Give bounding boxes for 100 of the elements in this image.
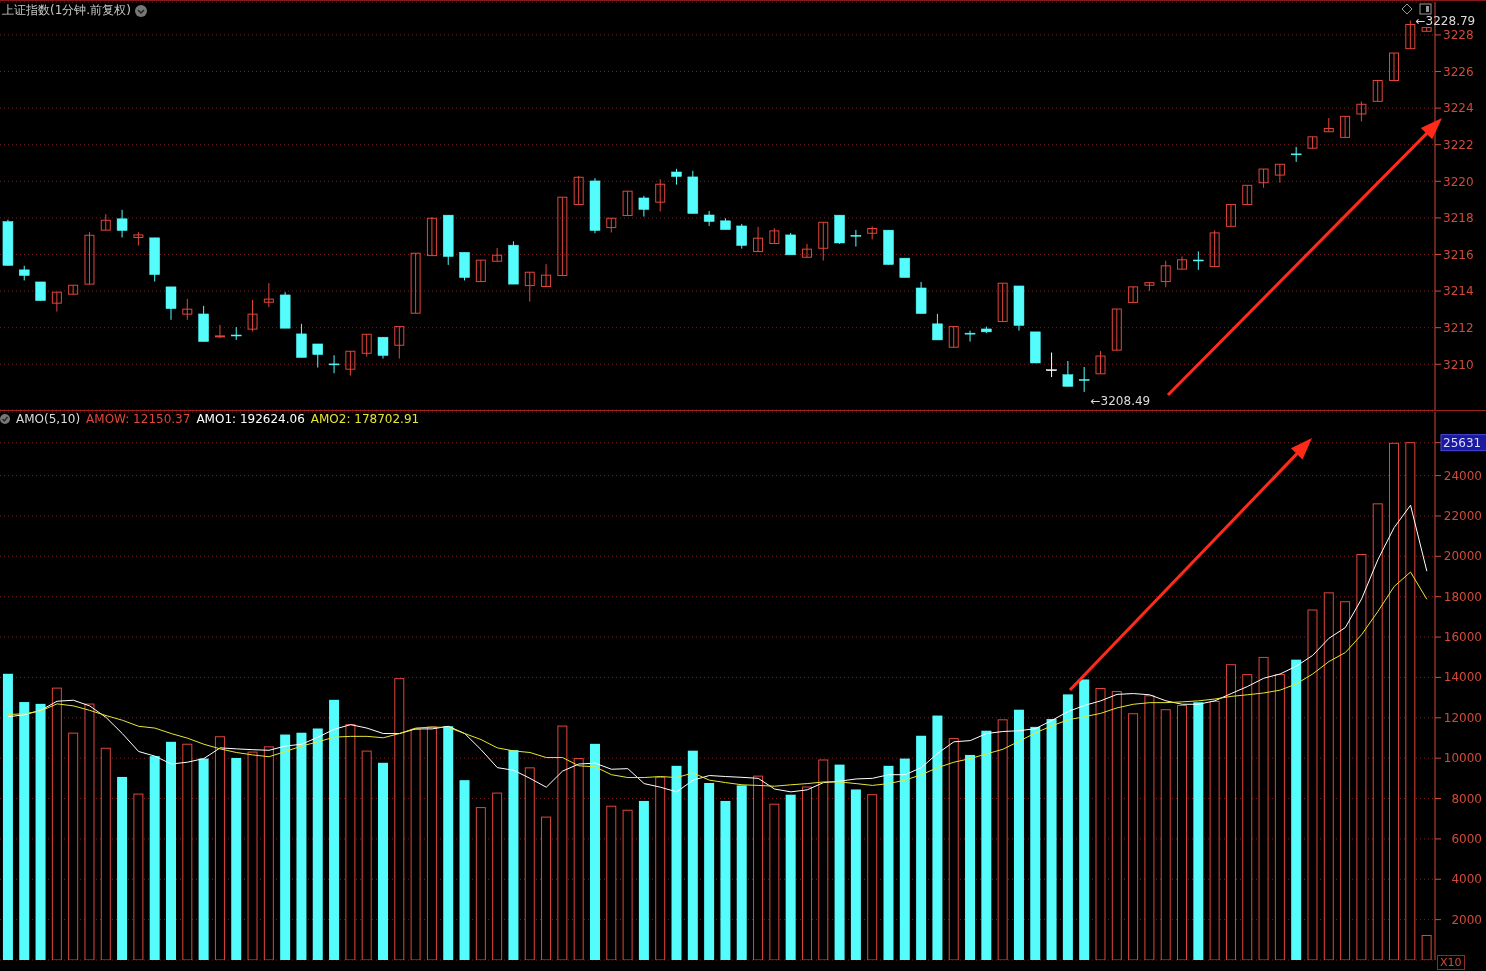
bar xyxy=(377,762,388,960)
bar xyxy=(622,809,633,960)
candlestick xyxy=(801,243,812,258)
candlestick xyxy=(736,223,747,250)
y-tick-label: 2000 xyxy=(1451,912,1482,927)
y-tick-label: 14000 xyxy=(1443,670,1482,685)
bar xyxy=(557,725,568,960)
bar xyxy=(1095,688,1106,960)
bar xyxy=(785,794,796,960)
bar xyxy=(1013,709,1024,960)
y-tick-label: 3212 xyxy=(1443,320,1474,335)
bar xyxy=(312,728,323,960)
text: AMOW: 12150.37 xyxy=(86,412,191,426)
candlestick xyxy=(964,330,976,343)
bar xyxy=(100,747,111,960)
bar xyxy=(818,759,829,960)
candlestick xyxy=(1062,360,1074,387)
bar xyxy=(345,724,356,960)
bar xyxy=(19,702,30,960)
bar xyxy=(1209,700,1220,960)
bar xyxy=(1144,695,1155,960)
candlestick xyxy=(1225,204,1236,227)
candlestick xyxy=(1340,115,1351,138)
y-tick-label: 16000 xyxy=(1443,630,1482,645)
bar xyxy=(867,794,878,960)
text: AMO2: 178702.91 xyxy=(310,412,420,426)
candlestick xyxy=(524,271,535,302)
candlestick xyxy=(753,226,764,253)
bar xyxy=(84,703,95,960)
candlestick xyxy=(1356,101,1367,122)
bar xyxy=(1111,691,1122,960)
bar xyxy=(997,719,1008,960)
bar xyxy=(769,803,780,960)
bar xyxy=(1421,934,1432,960)
candlestick xyxy=(410,252,421,314)
y-tick-label: 3220 xyxy=(1443,174,1474,189)
y-tick-label: 4000 xyxy=(1451,872,1482,887)
bar xyxy=(329,699,340,960)
candlestick xyxy=(899,257,911,279)
bar xyxy=(589,743,600,960)
candlestick xyxy=(214,324,225,339)
bar xyxy=(133,793,144,960)
candlestick xyxy=(1307,136,1318,149)
candlestick xyxy=(541,263,552,287)
candlestick xyxy=(1209,229,1220,268)
candlestick xyxy=(1274,163,1285,184)
candlestick xyxy=(1095,350,1106,375)
bar xyxy=(1193,702,1204,960)
bar xyxy=(231,757,242,960)
bar xyxy=(443,726,454,960)
bar xyxy=(981,730,992,960)
candlestick xyxy=(850,229,862,248)
candlestick xyxy=(312,343,324,369)
bar xyxy=(1242,674,1253,960)
bar xyxy=(1046,719,1057,960)
y-tick-label: 3218 xyxy=(1443,211,1474,226)
candlestick xyxy=(1405,19,1416,50)
bar xyxy=(280,734,291,960)
candlestick xyxy=(655,178,666,212)
bar xyxy=(1062,694,1073,960)
bar xyxy=(1372,503,1383,960)
candlestick xyxy=(1078,366,1090,393)
bar xyxy=(426,726,437,960)
y-tick-label: 20000 xyxy=(1443,549,1482,564)
bar xyxy=(541,816,552,960)
y-tick-label: 3226 xyxy=(1443,64,1474,79)
y-tick-label: 3222 xyxy=(1443,137,1474,152)
candlestick xyxy=(84,231,95,285)
line-series xyxy=(7,571,1428,787)
candlestick xyxy=(492,247,503,262)
bar xyxy=(1323,592,1334,960)
bar xyxy=(655,776,666,960)
y-tick-label: 8000 xyxy=(1451,791,1482,806)
bar xyxy=(753,775,764,960)
bar xyxy=(198,758,209,960)
bar xyxy=(51,687,62,960)
bar xyxy=(68,732,79,960)
bar xyxy=(459,780,470,960)
candlestick xyxy=(997,282,1008,322)
candlestick xyxy=(785,232,796,256)
candlestick xyxy=(394,326,405,360)
y-tick-label: 22000 xyxy=(1443,508,1482,523)
text: AMO1: 192624.06 xyxy=(196,412,305,426)
bar xyxy=(1225,664,1236,960)
bar xyxy=(214,736,225,960)
bar xyxy=(361,750,372,960)
bar xyxy=(720,800,731,960)
bar xyxy=(1291,659,1302,960)
bar xyxy=(1340,601,1351,960)
candlestick xyxy=(296,323,307,358)
bar xyxy=(35,703,46,960)
candlestick xyxy=(1160,260,1171,288)
bar xyxy=(736,785,747,960)
y-tick-label: 3216 xyxy=(1443,247,1474,262)
y-tick-label: 25631 xyxy=(1443,435,1482,450)
candlestick xyxy=(622,190,633,217)
candlestick xyxy=(573,175,584,206)
candlestick xyxy=(557,196,568,277)
candlestick xyxy=(426,216,437,257)
candlestick xyxy=(1258,168,1269,189)
